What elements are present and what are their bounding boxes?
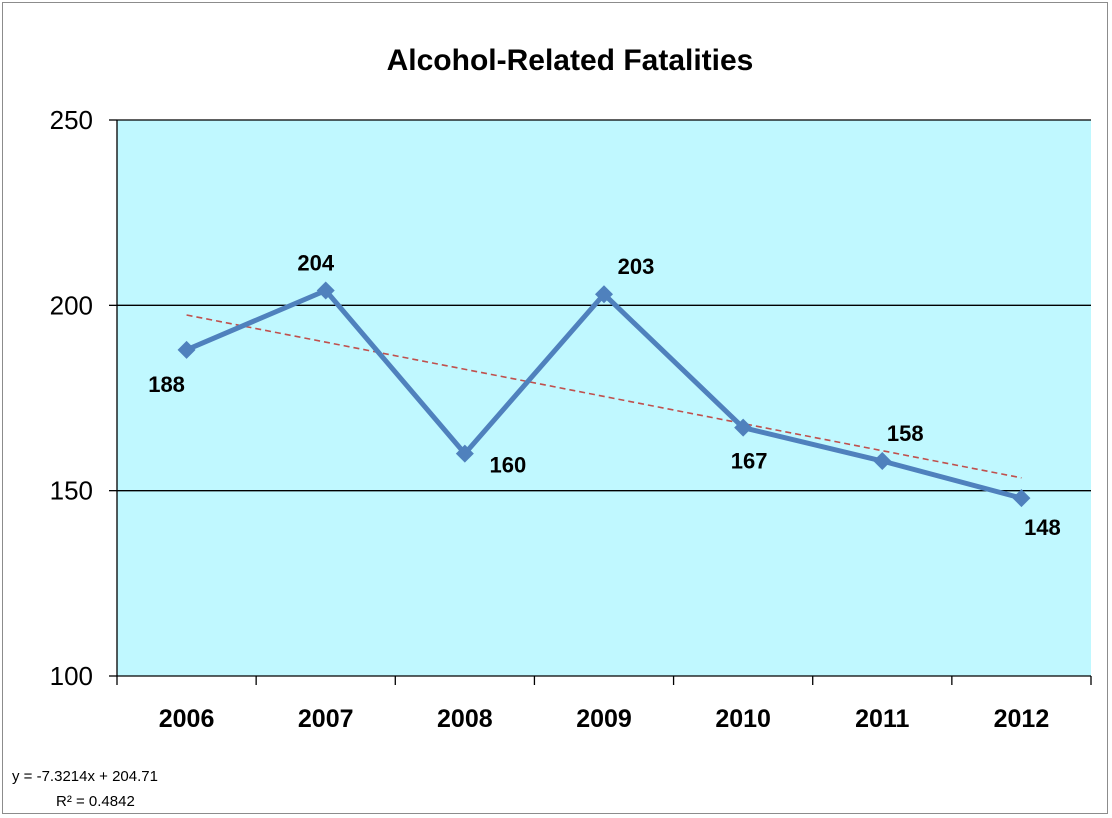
chart-title: Alcohol-Related Fatalities — [387, 44, 754, 77]
y-tick-label-100: 100 — [50, 661, 93, 691]
trendline-r-squared: R² = 0.4842 — [56, 793, 135, 810]
x-tick-label-2010: 2010 — [715, 705, 771, 733]
data-label-2010: 167 — [731, 449, 768, 474]
data-label-2009: 203 — [618, 254, 655, 279]
data-point-2006 — [177, 340, 196, 359]
data-label-2008: 160 — [489, 453, 526, 478]
data-label-2011: 158 — [887, 421, 924, 446]
x-tick-label-2009: 2009 — [576, 705, 632, 733]
x-tick-label-2007: 2007 — [298, 705, 354, 733]
data-point-2009 — [595, 285, 613, 304]
data-label-2007: 204 — [297, 251, 334, 276]
data-point-2011 — [873, 452, 892, 471]
x-tick-label-2008: 2008 — [437, 705, 493, 733]
data-point-2007 — [316, 281, 335, 300]
x-tick-label-2012: 2012 — [994, 705, 1050, 733]
y-tick-label-150: 150 — [50, 476, 93, 506]
data-point-2008 — [455, 444, 474, 463]
trendline — [186, 314, 1022, 479]
data-point-2012 — [1012, 489, 1031, 508]
trendline-equation: y = -7.3214x + 204.71 — [12, 768, 158, 785]
data-label-2006: 188 — [148, 372, 185, 397]
y-tick-label-250: 250 — [50, 105, 93, 135]
y-tick-label-200: 200 — [50, 290, 93, 320]
data-label-2012: 148 — [1024, 515, 1061, 540]
plot-area — [117, 120, 1091, 676]
data-point-2010 — [734, 418, 753, 437]
x-tick-label-2006: 2006 — [159, 705, 215, 733]
x-tick-label-2011: 2011 — [855, 705, 909, 733]
